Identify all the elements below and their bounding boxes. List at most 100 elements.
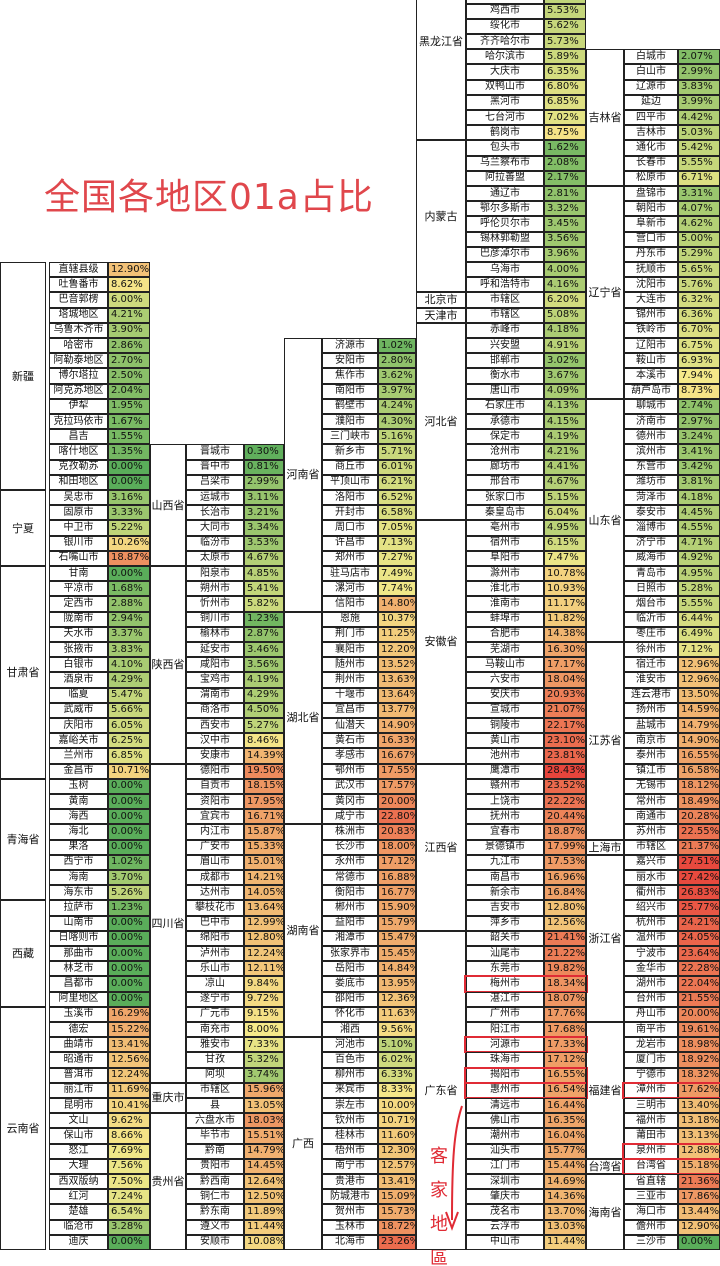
percent-cell: 0.00% xyxy=(108,991,150,1007)
percent-cell: 11.17% xyxy=(544,596,586,612)
province-label: 湖南省 xyxy=(284,824,322,1038)
percent-cell: 21.36% xyxy=(678,1174,720,1190)
hakka-highlight-box xyxy=(464,1081,588,1099)
province-label: 甘肃省 xyxy=(0,566,46,779)
percent-cell: 24.05% xyxy=(678,930,720,946)
city-name-cell: 金华市 xyxy=(624,961,678,977)
percent-cell: 15.45% xyxy=(378,946,416,962)
percent-cell: 4.07% xyxy=(678,201,720,217)
city-name-cell: 常州市 xyxy=(624,794,678,810)
percent-cell: 2.17% xyxy=(544,170,586,186)
city-name-cell: 黑河市 xyxy=(466,94,544,110)
city-name-cell: 榆林市 xyxy=(186,626,244,642)
percent-cell: 6.15% xyxy=(544,535,586,551)
percent-cell: 15.77% xyxy=(544,1143,586,1159)
percent-cell: 4.21% xyxy=(108,307,150,323)
city-name-cell: 信阳市 xyxy=(322,596,378,612)
percent-cell: 3.31% xyxy=(678,186,720,202)
city-name-cell: 吴忠市 xyxy=(49,490,108,506)
percent-cell: 13.05% xyxy=(244,1098,284,1114)
percent-cell: 18.07% xyxy=(544,991,586,1007)
percent-cell: 2.94% xyxy=(108,611,150,627)
percent-cell: 5.73% xyxy=(544,34,586,50)
city-name-cell: 山南市 xyxy=(49,915,108,931)
chart-title: 全国各地区01a占比 xyxy=(44,177,374,218)
city-name-cell: 宜昌市 xyxy=(322,702,378,718)
percent-cell: 1.02% xyxy=(108,854,150,870)
city-name-cell: 商洛市 xyxy=(186,702,244,718)
city-name-cell: 台州市 xyxy=(624,991,678,1007)
city-name-cell: 济源市 xyxy=(322,338,378,354)
city-name-cell: 柳州市 xyxy=(322,1067,378,1083)
percent-cell: 6.32% xyxy=(678,292,720,308)
percent-cell: 10.78% xyxy=(544,566,586,582)
city-name-cell: 呼和浩特市 xyxy=(466,277,544,293)
city-name-cell: 绵阳市 xyxy=(186,930,244,946)
city-name-cell: 长春市 xyxy=(624,155,678,171)
city-name-cell: 临汾市 xyxy=(186,535,244,551)
city-name-cell: 威海市 xyxy=(624,550,678,566)
percent-cell: 4.95% xyxy=(678,566,720,582)
percent-cell: 20.44% xyxy=(544,809,586,825)
city-name-cell: 绥化市 xyxy=(466,18,544,34)
city-name-cell: 咸阳市 xyxy=(186,657,244,673)
city-name-cell: 庆阳市 xyxy=(49,718,108,734)
percent-cell: 15.01% xyxy=(244,854,284,870)
percent-cell: 5.03% xyxy=(678,125,720,141)
percent-cell: 6.01% xyxy=(378,459,416,475)
city-name-cell: 大庆市 xyxy=(466,64,544,80)
percent-cell: 6.20% xyxy=(544,292,586,308)
city-name-cell: 淄博市 xyxy=(624,520,678,536)
percent-cell: 16.55% xyxy=(678,748,720,764)
city-name-cell: 凉山 xyxy=(186,976,244,992)
city-name-cell: 怒江 xyxy=(49,1143,108,1159)
percent-cell: 17.12% xyxy=(544,1052,586,1068)
city-name-cell: 杭州市 xyxy=(624,915,678,931)
percent-cell: 12.56% xyxy=(544,915,586,931)
city-name-cell: 哈密市 xyxy=(49,338,108,354)
percent-cell: 21.07% xyxy=(544,702,586,718)
city-name-cell: 巴音郭楞 xyxy=(49,292,108,308)
city-name-cell: 桂林市 xyxy=(322,1128,378,1144)
city-name-cell: 克孜勒苏 xyxy=(49,459,108,475)
city-name-cell: 自贡市 xyxy=(186,778,244,794)
percent-cell: 6.85% xyxy=(108,748,150,764)
percent-cell: 6.75% xyxy=(678,338,720,354)
city-name-cell: 通化市 xyxy=(624,140,678,156)
percent-cell: 16.33% xyxy=(378,733,416,749)
city-name-cell: 三门峡市 xyxy=(322,429,378,445)
city-name-cell: 唐山市 xyxy=(466,383,544,399)
city-name-cell: 淮南市 xyxy=(466,596,544,612)
city-name-cell: 秦皇岛市 xyxy=(466,505,544,521)
percent-cell: 4.10% xyxy=(108,657,150,673)
city-name-cell: 合肥市 xyxy=(466,626,544,642)
percent-cell: 11.44% xyxy=(544,1234,586,1250)
percent-cell: 14.79% xyxy=(244,1143,284,1159)
city-name-cell: 阿克苏地区 xyxy=(49,383,108,399)
percent-cell: 0.00% xyxy=(108,961,150,977)
city-name-cell: 商丘市 xyxy=(322,459,378,475)
city-name-cell: 焦作市 xyxy=(322,368,378,384)
city-name-cell: 辽源市 xyxy=(624,79,678,95)
percent-cell: 4.41% xyxy=(544,459,586,475)
city-name-cell: 海北 xyxy=(49,824,108,840)
percent-cell: 23.26% xyxy=(378,1234,416,1250)
percent-cell: 12.57% xyxy=(378,1158,416,1174)
city-name-cell: 宣城市 xyxy=(466,702,544,718)
city-name-cell: 白城市 xyxy=(624,49,678,65)
city-name-cell: 郑州市 xyxy=(322,550,378,566)
percent-cell: 0.00% xyxy=(108,794,150,810)
percent-cell: 3.70% xyxy=(108,870,150,886)
city-name-cell: 昆明市 xyxy=(49,1098,108,1114)
percent-cell: 15.87% xyxy=(244,824,284,840)
city-name-cell: 石家庄市 xyxy=(466,398,544,414)
province-label: 安徽省 xyxy=(416,520,466,764)
percent-cell: 15.09% xyxy=(378,1189,416,1205)
percent-cell: 20.00% xyxy=(678,1006,720,1022)
percent-cell: 10.71% xyxy=(108,763,150,779)
city-name-cell: 南昌市 xyxy=(466,870,544,886)
province-label: 河南省 xyxy=(284,338,322,612)
province-label: 黑龙江省 xyxy=(416,0,466,141)
province-label: 云南省 xyxy=(0,1006,46,1250)
